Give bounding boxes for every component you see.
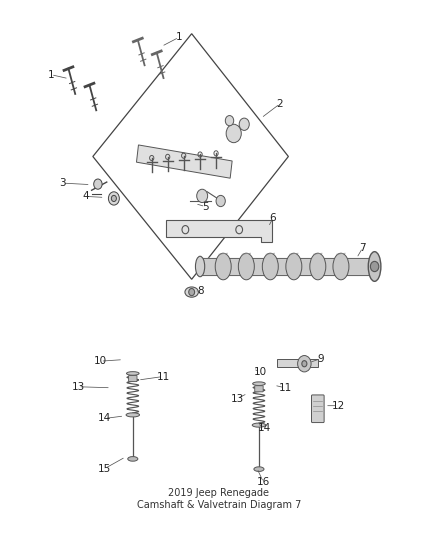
- Polygon shape: [277, 359, 318, 367]
- Text: 10: 10: [254, 367, 267, 377]
- Ellipse shape: [127, 372, 139, 375]
- Ellipse shape: [252, 423, 266, 427]
- Polygon shape: [137, 145, 232, 178]
- Ellipse shape: [254, 467, 264, 471]
- Text: 13: 13: [71, 382, 85, 392]
- Text: 16: 16: [257, 478, 270, 488]
- FancyBboxPatch shape: [311, 395, 324, 423]
- Text: 13: 13: [230, 393, 244, 403]
- Polygon shape: [166, 221, 272, 242]
- Text: 6: 6: [269, 213, 276, 223]
- Text: 2019 Jeep Renegade
Camshaft & Valvetrain Diagram 7: 2019 Jeep Renegade Camshaft & Valvetrain…: [137, 488, 301, 510]
- Circle shape: [111, 196, 117, 201]
- Text: 9: 9: [318, 353, 324, 364]
- Circle shape: [109, 192, 119, 205]
- Text: 3: 3: [59, 178, 66, 188]
- Ellipse shape: [286, 253, 302, 280]
- Ellipse shape: [333, 253, 349, 280]
- FancyBboxPatch shape: [255, 386, 263, 392]
- Text: 11: 11: [279, 383, 292, 393]
- Ellipse shape: [368, 252, 381, 281]
- FancyBboxPatch shape: [129, 375, 137, 382]
- Circle shape: [298, 356, 311, 372]
- Text: 2: 2: [277, 99, 283, 109]
- Ellipse shape: [128, 457, 138, 461]
- Ellipse shape: [185, 287, 198, 297]
- Ellipse shape: [195, 256, 205, 277]
- Text: 10: 10: [94, 356, 107, 366]
- Ellipse shape: [310, 253, 326, 280]
- Text: 4: 4: [82, 191, 89, 201]
- Circle shape: [239, 118, 249, 131]
- Text: 1: 1: [176, 33, 182, 42]
- Text: 1: 1: [47, 70, 54, 79]
- Circle shape: [371, 261, 379, 272]
- Circle shape: [225, 116, 234, 126]
- Ellipse shape: [126, 413, 140, 417]
- Text: 14: 14: [98, 414, 111, 424]
- Text: 5: 5: [202, 201, 209, 212]
- Ellipse shape: [215, 253, 231, 280]
- Circle shape: [189, 288, 194, 296]
- Text: 11: 11: [156, 372, 170, 382]
- Ellipse shape: [253, 382, 265, 385]
- Circle shape: [302, 361, 307, 367]
- Text: 7: 7: [360, 243, 366, 253]
- Circle shape: [226, 124, 241, 143]
- Circle shape: [197, 189, 208, 203]
- Text: 14: 14: [258, 423, 271, 433]
- Ellipse shape: [238, 253, 254, 280]
- Text: 12: 12: [332, 401, 345, 411]
- Text: 8: 8: [197, 286, 203, 296]
- Text: 15: 15: [98, 464, 111, 474]
- Circle shape: [94, 179, 102, 189]
- Circle shape: [216, 196, 225, 207]
- Ellipse shape: [262, 253, 278, 280]
